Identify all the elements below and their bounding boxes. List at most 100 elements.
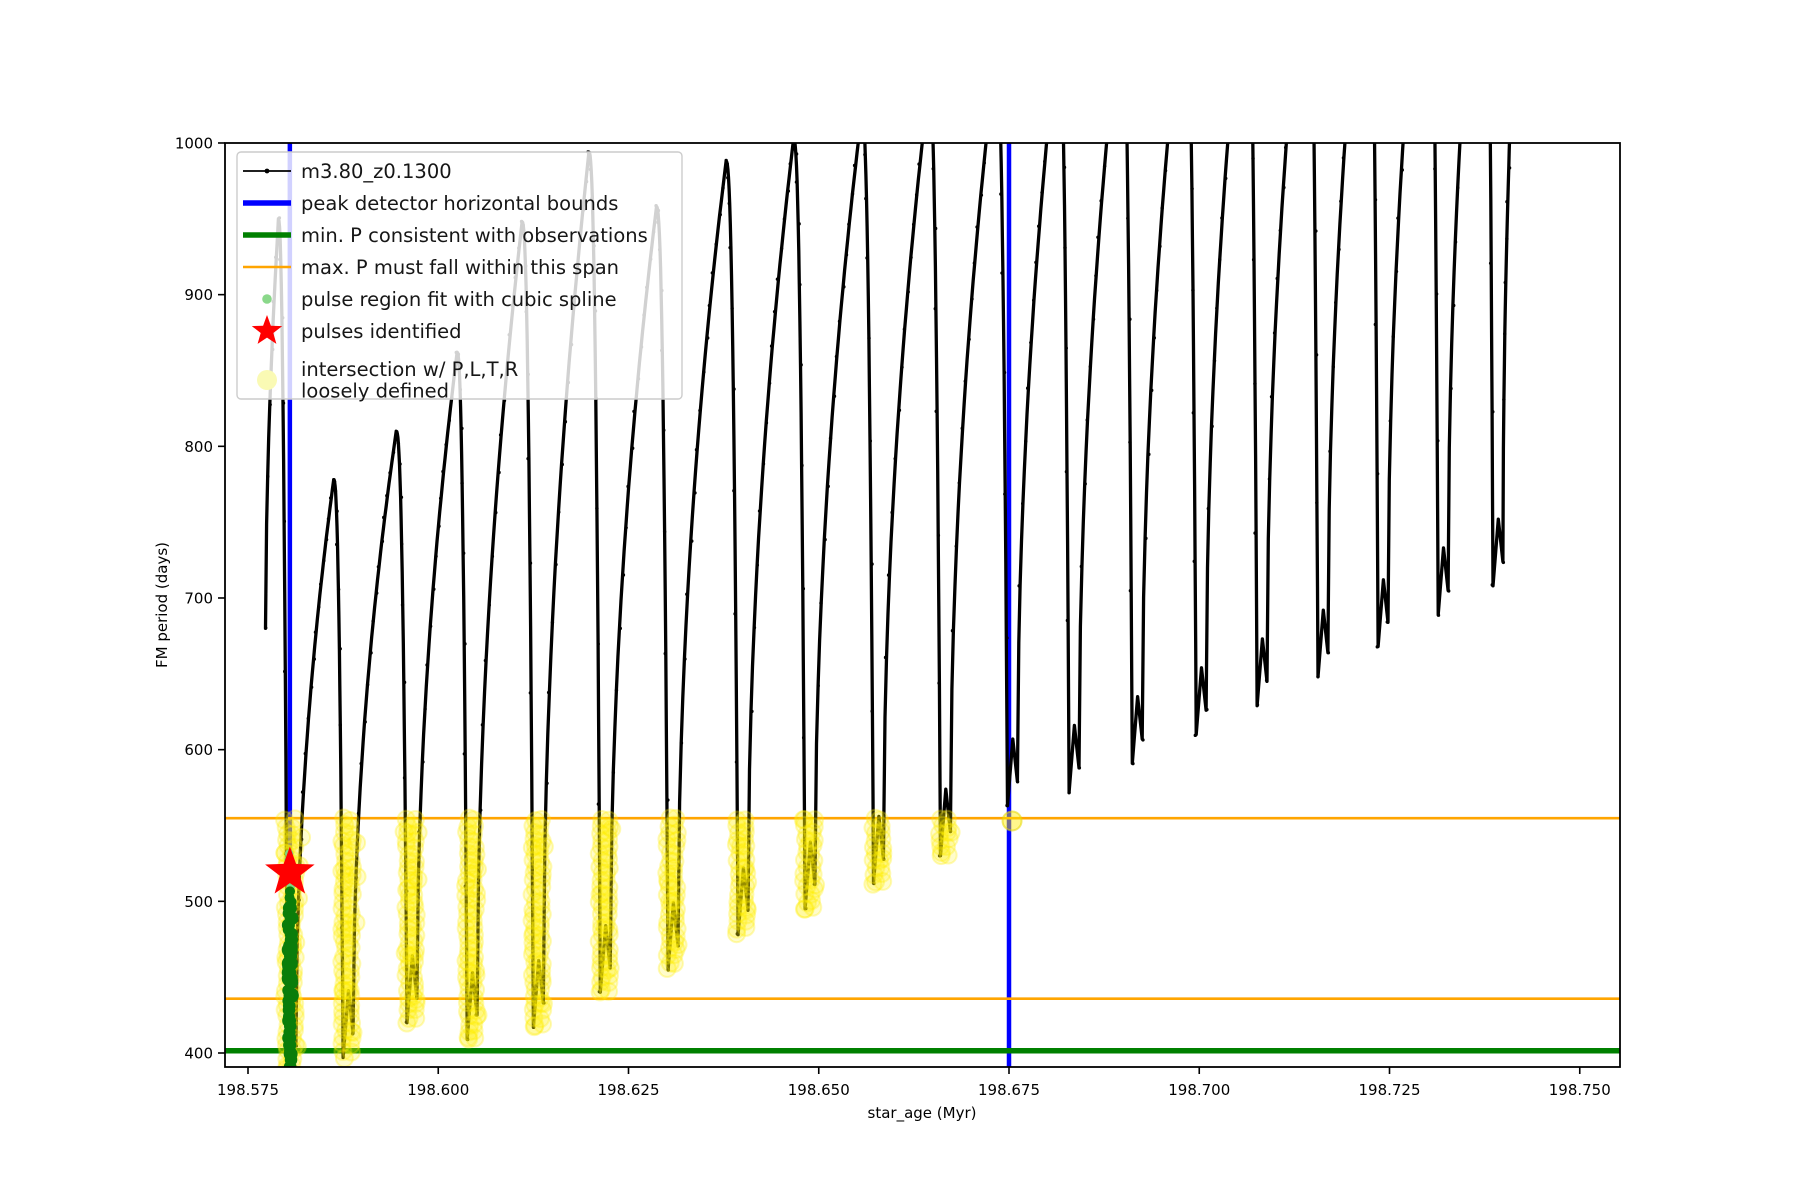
series-marker-dot	[750, 709, 754, 714]
intersection-marker	[664, 845, 684, 865]
series-marker-dot	[752, 625, 757, 630]
series-marker-dot	[371, 619, 375, 623]
intersection-marker	[398, 919, 418, 939]
intersection-marker	[591, 816, 611, 836]
series-marker-dot	[1163, 168, 1168, 173]
series-marker-dot	[666, 968, 671, 972]
series-marker-dot	[480, 723, 485, 727]
intersection-marker	[531, 993, 551, 1013]
series-marker-dot	[727, 201, 731, 206]
intersection-marker	[332, 861, 352, 881]
intersection-marker	[405, 952, 425, 972]
intersection-marker	[729, 823, 749, 843]
intersection-marker	[873, 871, 893, 891]
intersection-marker	[340, 899, 360, 919]
legend-label: pulse region fit with cubic spline	[301, 288, 617, 311]
intersection-marker	[660, 953, 680, 973]
intersection-marker	[341, 1022, 361, 1042]
intersection-marker	[736, 911, 756, 931]
intersection-marker	[803, 864, 823, 884]
series-marker-dot	[1083, 482, 1087, 486]
series-marker-dot	[463, 884, 467, 889]
series-marker-dot	[560, 462, 564, 467]
series-marker-dot	[385, 494, 389, 498]
intersection-marker	[797, 843, 817, 863]
series-marker-dot	[662, 530, 667, 534]
intersection-marker	[334, 872, 354, 892]
series-marker-dot	[432, 587, 436, 591]
intersection-marker	[592, 897, 612, 917]
series-marker-dot	[1449, 386, 1453, 391]
legend-marker-dot-icon	[262, 294, 272, 304]
intersection-marker	[525, 844, 545, 864]
intersection-marker	[600, 817, 620, 837]
intersection-marker	[404, 816, 424, 836]
intersection-marker	[532, 870, 552, 890]
series-marker-dot	[1375, 645, 1379, 649]
intersection-marker	[802, 891, 822, 911]
intersection-marker	[332, 952, 352, 972]
series-marker-dot	[812, 882, 816, 886]
intersection-marker	[522, 944, 542, 964]
intersection-marker	[870, 850, 890, 870]
series-marker-dot	[728, 245, 732, 250]
intersection-marker	[465, 837, 485, 857]
series-marker-dot	[934, 409, 938, 414]
intersection-marker	[333, 1007, 353, 1027]
series-marker-dot	[775, 277, 780, 281]
y-tick-label: 700	[184, 589, 213, 607]
series-marker-dot	[1065, 618, 1070, 623]
intersection-marker	[397, 940, 417, 960]
intersection-marker	[530, 844, 550, 864]
series-marker-dot	[297, 898, 301, 902]
series-marker-dot	[1064, 346, 1068, 350]
series-marker-dot	[960, 426, 964, 431]
intersection-marker	[524, 863, 544, 883]
series-marker-dot	[936, 533, 941, 538]
intersection-marker	[664, 953, 684, 973]
series-marker-dot	[685, 592, 689, 596]
series-marker-dot	[721, 186, 725, 190]
intersection-marker	[459, 837, 479, 857]
intersection-marker	[464, 953, 484, 973]
series-marker-dot	[702, 370, 706, 374]
intersection-marker	[456, 876, 476, 896]
intersection-marker	[801, 845, 821, 865]
intersection-marker	[341, 1035, 361, 1055]
series-marker-dot	[662, 428, 666, 432]
y-tick-label: 900	[184, 286, 213, 304]
intersection-marker	[525, 952, 545, 972]
series-marker-dot	[698, 408, 702, 413]
intersection-marker	[457, 993, 477, 1013]
series-marker-dot	[326, 517, 331, 521]
intersection-marker	[590, 884, 610, 904]
intersection-marker	[941, 822, 961, 842]
intersection-marker	[463, 904, 483, 924]
legend-label: pulses identified	[301, 320, 462, 343]
series-marker-dot	[309, 685, 314, 689]
intersection-marker	[801, 884, 821, 904]
intersection-marker	[794, 810, 814, 830]
series-marker-dot	[336, 587, 341, 592]
series-marker-dot	[1029, 340, 1033, 345]
series-marker-dot	[405, 889, 409, 893]
series-marker-dot	[1191, 288, 1195, 292]
intersection-marker	[937, 822, 957, 842]
intersection-marker	[793, 810, 813, 830]
series-marker-dot	[782, 217, 787, 221]
series-marker-dot	[1193, 733, 1197, 738]
intersection-marker	[396, 809, 416, 829]
series-marker-dot	[1315, 501, 1319, 505]
series-marker-dot	[338, 647, 342, 651]
series-marker-dot	[1331, 365, 1335, 369]
series-marker-dot	[483, 658, 488, 663]
intersection-marker	[398, 878, 418, 898]
intersection-marker	[523, 999, 543, 1019]
legend-marker-star-icon	[251, 315, 283, 344]
intersection-marker	[346, 913, 366, 933]
intersection-marker	[530, 912, 550, 932]
intersection-marker	[457, 912, 477, 932]
intersection-marker	[930, 831, 950, 851]
intersection-marker	[282, 825, 302, 845]
